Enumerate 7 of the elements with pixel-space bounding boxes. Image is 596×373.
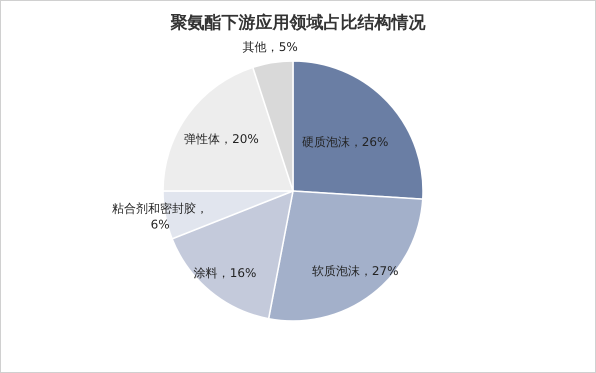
- slice-label: 弹性体，20%: [184, 132, 259, 146]
- slice-label: 其他，5%: [242, 40, 298, 54]
- chart-title: 聚氨酯下游应用领域占比结构情况: [170, 13, 426, 33]
- slice-label: 涂料，16%: [194, 266, 256, 280]
- slice-label: 软质泡沫，27%: [312, 264, 398, 278]
- slice-label: 硬质泡沫，26%: [302, 135, 388, 150]
- slice-label: 粘合剂和密封胶， 6%: [112, 201, 208, 232]
